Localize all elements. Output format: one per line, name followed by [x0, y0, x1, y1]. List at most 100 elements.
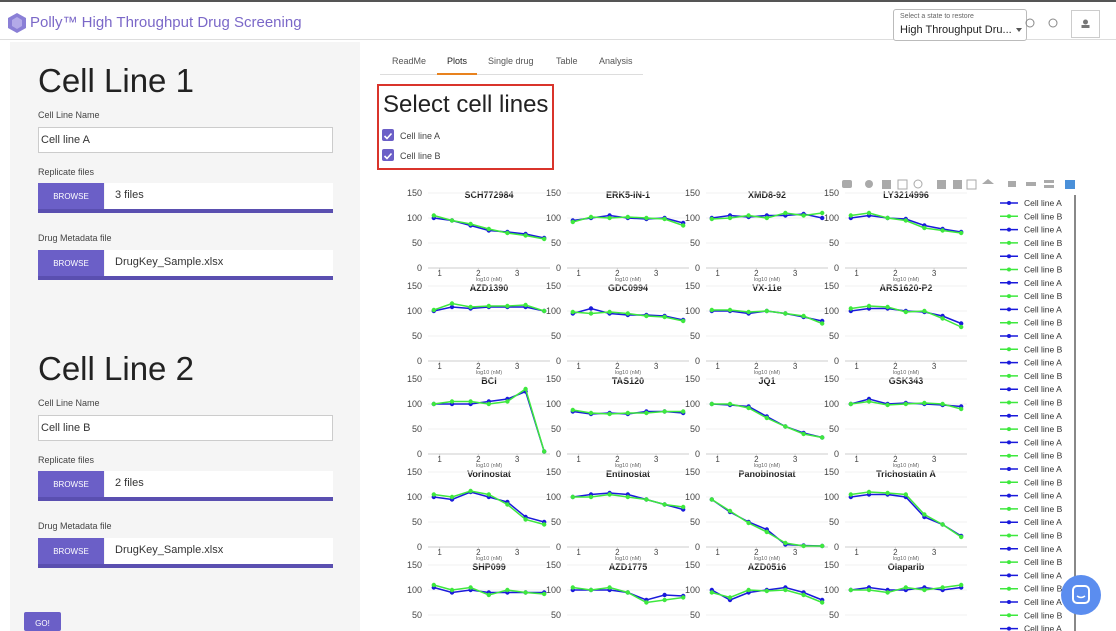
tab[interactable]: ReadMe	[392, 56, 427, 66]
legend-dot	[1007, 347, 1011, 352]
x-tick-label: 2	[615, 269, 620, 278]
y-tick-label: 0	[556, 542, 561, 552]
data-point	[523, 233, 528, 238]
series-line	[711, 498, 823, 547]
plot-title: AZD1390	[470, 283, 509, 293]
y-tick-label: 50	[412, 424, 422, 434]
name-input[interactable]: Cell line A	[38, 127, 333, 153]
x-tick-label: 1	[576, 362, 581, 371]
legend-dot	[1007, 267, 1011, 272]
data-point	[866, 210, 872, 216]
x-tick-label: 1	[854, 362, 859, 371]
y-tick-label: 100	[824, 492, 839, 502]
plot-title: LY3214996	[883, 190, 929, 200]
legend-dot	[1007, 440, 1011, 445]
data-point	[885, 402, 890, 408]
data-point	[801, 592, 806, 598]
data-point	[958, 582, 964, 588]
legend-dot	[1007, 201, 1011, 205]
x-tick-label: 3	[793, 455, 798, 464]
tab[interactable]: Analysis	[599, 56, 633, 66]
plot-title: Trichostatin A	[876, 469, 936, 479]
x-tick-label: 1	[576, 548, 581, 557]
data-point	[940, 228, 945, 233]
data-point	[783, 210, 788, 216]
data-point	[625, 214, 631, 220]
legend-dot	[1007, 320, 1011, 325]
legend-dot	[1007, 240, 1011, 245]
tab-rule	[380, 74, 643, 75]
plot-title: AZD0516	[748, 562, 787, 572]
browse-button[interactable]: BROWSE	[38, 250, 104, 276]
checkbox[interactable]	[382, 149, 394, 161]
data-point	[680, 223, 686, 228]
y-tick-label: 150	[407, 467, 422, 477]
state-select[interactable]: Select a state to restore High Throughpu…	[893, 9, 1027, 41]
data-point	[505, 399, 510, 404]
toolbar[interactable]	[842, 179, 1075, 190]
data-point	[783, 424, 788, 429]
scrollbar[interactable]	[1074, 195, 1076, 631]
data-point	[607, 309, 612, 315]
legend-dot	[1007, 533, 1011, 538]
data-point	[848, 213, 854, 218]
tab[interactable]: Single drug	[488, 56, 534, 66]
legend-dot	[1007, 214, 1011, 219]
data-point	[903, 492, 909, 497]
legend-dot	[1007, 493, 1011, 498]
x-axis-label: log10 (nM)	[476, 370, 502, 376]
plot-title: JQ1	[758, 376, 775, 386]
data-point	[607, 411, 612, 417]
legend-label: Cell line A	[1024, 225, 1062, 235]
y-tick-label: 100	[824, 213, 839, 223]
browse-button[interactable]: BROWSE	[38, 471, 104, 497]
y-tick-label: 0	[834, 542, 839, 552]
header-icons[interactable]	[1025, 18, 1065, 30]
y-tick-label: 0	[695, 263, 700, 273]
data-point	[607, 215, 612, 221]
data-point	[903, 401, 909, 407]
legend-dot	[1007, 626, 1011, 631]
legend-label: Cell line A	[1024, 597, 1062, 607]
y-tick-label: 150	[407, 374, 422, 384]
x-tick-label: 3	[932, 362, 937, 371]
data-point	[588, 214, 594, 220]
data-point	[819, 543, 825, 549]
data-point	[746, 213, 751, 218]
y-tick-label: 150	[407, 560, 422, 570]
legend-dot	[1007, 373, 1011, 378]
data-point	[885, 215, 890, 221]
data-point	[727, 401, 733, 407]
y-tick-label: 100	[407, 213, 422, 223]
data-point	[848, 492, 854, 497]
data-point	[505, 502, 510, 507]
x-axis-label: log10 (nM)	[615, 463, 641, 469]
data-point	[486, 226, 492, 232]
browse-button[interactable]: BROWSE	[38, 183, 104, 209]
name-input[interactable]: Cell line B	[38, 415, 333, 441]
data-point	[505, 303, 510, 309]
x-tick-label: 1	[854, 455, 859, 464]
tab[interactable]: Plots	[447, 56, 468, 66]
legend-label: Cell line B	[1024, 371, 1063, 381]
legend-dot	[1007, 387, 1011, 392]
browse-button[interactable]: BROWSE	[38, 538, 104, 564]
plot-title: AZD1775	[609, 562, 648, 572]
y-tick-label: 100	[685, 306, 700, 316]
y-tick-label: 150	[546, 188, 561, 198]
go-button[interactable]: GO!	[24, 612, 61, 631]
data-point	[588, 306, 594, 311]
plot-title: BCI	[481, 376, 497, 386]
checkbox[interactable]	[382, 129, 394, 141]
data-point	[709, 497, 715, 502]
logo	[8, 13, 26, 33]
data-point	[746, 405, 751, 411]
tab[interactable]: Table	[556, 56, 578, 66]
chat-button[interactable]	[1061, 575, 1101, 615]
x-tick-label: 3	[793, 269, 798, 278]
y-tick-label: 50	[551, 517, 561, 527]
x-tick-label: 2	[754, 269, 759, 278]
legend-label: Cell line A	[1024, 198, 1062, 208]
x-tick-label: 1	[437, 269, 442, 278]
user-button[interactable]	[1071, 10, 1100, 38]
